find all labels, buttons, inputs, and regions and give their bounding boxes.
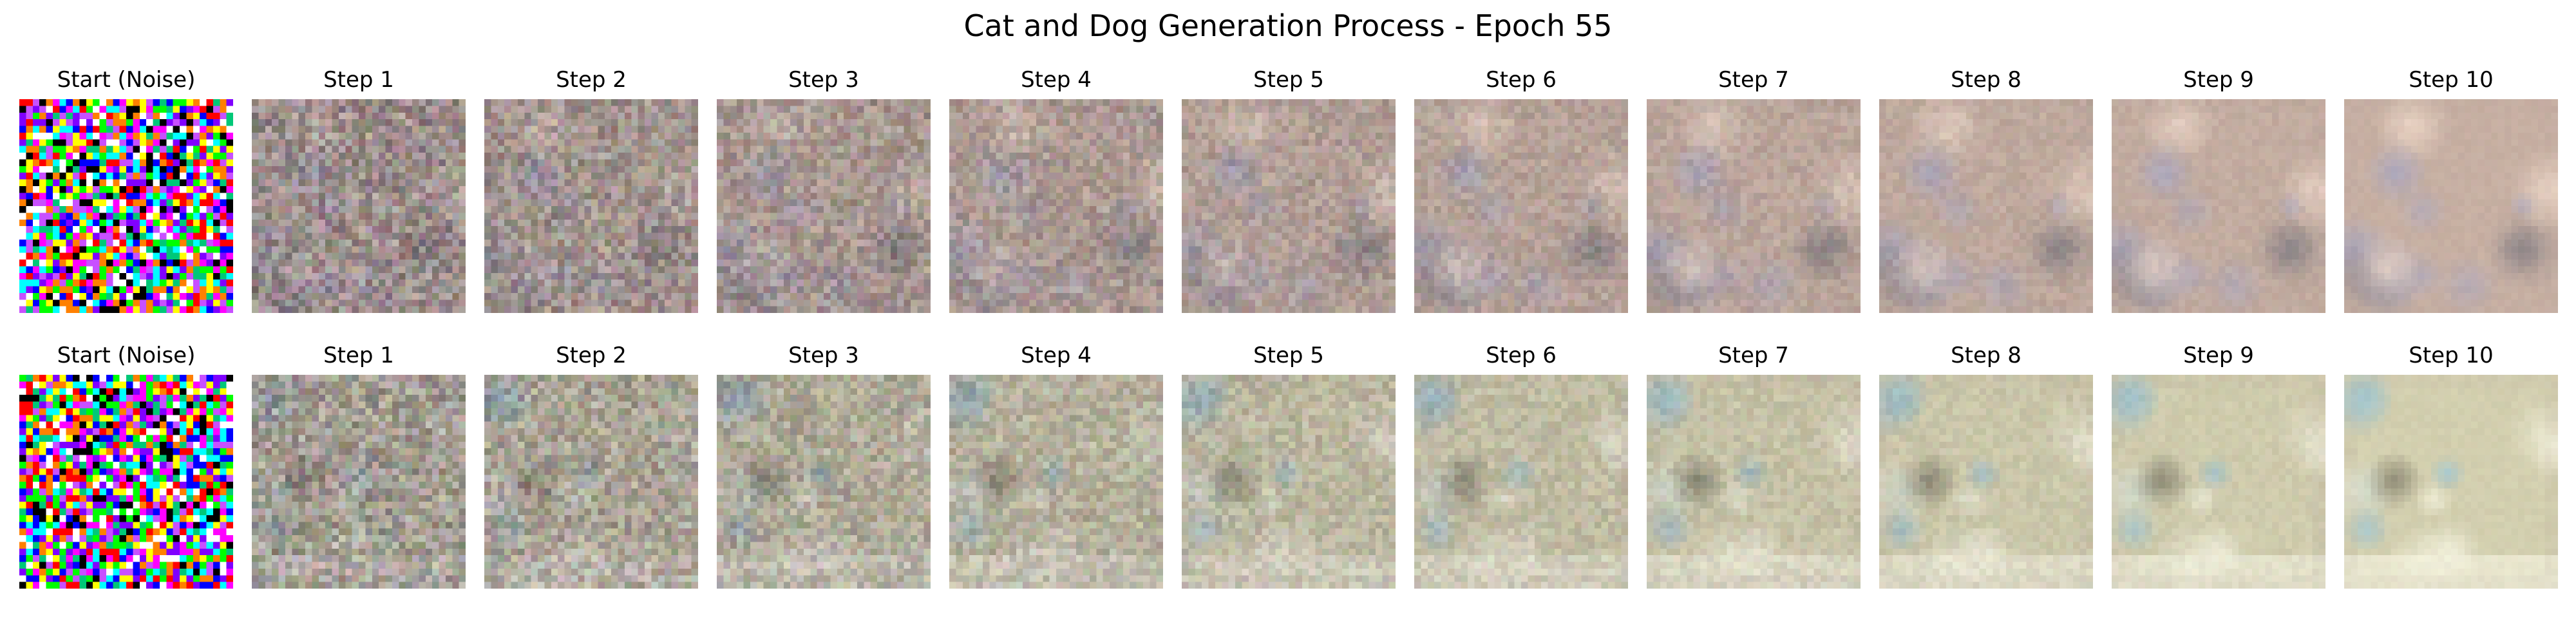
generated-pixels bbox=[252, 99, 466, 313]
generated-pixels bbox=[949, 99, 1163, 313]
noise-image bbox=[19, 99, 233, 313]
generated-pixels bbox=[252, 375, 466, 589]
panel-title: Step 5 bbox=[1169, 64, 1408, 95]
generated-pixels bbox=[1647, 375, 1861, 589]
generated-image bbox=[1879, 375, 2093, 589]
panel-title: Start (Noise) bbox=[6, 64, 246, 95]
panel-title: Step 3 bbox=[704, 64, 943, 95]
panel-title: Step 7 bbox=[1634, 340, 1873, 371]
generated-image bbox=[2112, 99, 2325, 313]
generated-image bbox=[2344, 375, 2558, 589]
generated-pixels bbox=[1879, 99, 2093, 313]
generated-image bbox=[717, 99, 931, 313]
panel-title: Step 5 bbox=[1169, 340, 1408, 371]
generated-image bbox=[252, 99, 466, 313]
generated-pixels bbox=[1182, 375, 1396, 589]
panel-title: Step 2 bbox=[471, 340, 711, 371]
panel-title: Step 7 bbox=[1634, 64, 1873, 95]
generated-pixels bbox=[1414, 99, 1628, 313]
generated-image bbox=[2112, 375, 2325, 589]
generated-image bbox=[1414, 99, 1628, 313]
panel-title: Step 8 bbox=[1866, 340, 2106, 371]
panel-title: Step 8 bbox=[1866, 64, 2106, 95]
generated-image bbox=[949, 99, 1163, 313]
generated-pixels bbox=[1647, 99, 1861, 313]
noise-pixels bbox=[19, 375, 233, 589]
generated-image bbox=[1414, 375, 1628, 589]
panel-title: Step 2 bbox=[471, 64, 711, 95]
generated-pixels bbox=[1414, 375, 1628, 589]
generated-pixels bbox=[2344, 99, 2558, 313]
generated-pixels bbox=[2112, 99, 2325, 313]
generated-image bbox=[717, 375, 931, 589]
figure-title: Cat and Dog Generation Process - Epoch 5… bbox=[0, 6, 2576, 45]
panel-title: Step 10 bbox=[2331, 340, 2571, 371]
panel-title: Step 1 bbox=[239, 64, 478, 95]
generated-pixels bbox=[1182, 99, 1396, 313]
noise-image bbox=[19, 375, 233, 589]
generated-image bbox=[1647, 99, 1861, 313]
panel-title: Step 10 bbox=[2331, 64, 2571, 95]
generated-pixels bbox=[949, 375, 1163, 589]
generated-pixels bbox=[717, 99, 931, 313]
generated-image bbox=[484, 99, 698, 313]
generated-pixels bbox=[484, 375, 698, 589]
panel-title: Step 3 bbox=[704, 340, 943, 371]
generated-pixels bbox=[484, 99, 698, 313]
panel-title: Step 4 bbox=[936, 340, 1176, 371]
panel-title: Step 9 bbox=[2099, 340, 2338, 371]
generated-image bbox=[1879, 99, 2093, 313]
generated-image bbox=[484, 375, 698, 589]
generation-row-2: Start (Noise) Step 1 Step 2 Step 3 Step … bbox=[0, 340, 2576, 611]
generated-image bbox=[2344, 99, 2558, 313]
generated-pixels bbox=[717, 375, 931, 589]
generated-image bbox=[1182, 375, 1396, 589]
noise-pixels bbox=[19, 99, 233, 313]
generated-pixels bbox=[1879, 375, 2093, 589]
generated-image bbox=[949, 375, 1163, 589]
generated-pixels bbox=[2344, 375, 2558, 589]
panel-title: Step 6 bbox=[1401, 64, 1641, 95]
panel-title: Start (Noise) bbox=[6, 340, 246, 371]
panel-title: Step 4 bbox=[936, 64, 1176, 95]
generated-pixels bbox=[2112, 375, 2325, 589]
generation-row-1: Start (Noise) Step 1 Step 2 Step 3 Step … bbox=[0, 64, 2576, 335]
generated-image bbox=[1182, 99, 1396, 313]
panel-title: Step 6 bbox=[1401, 340, 1641, 371]
panel-title: Step 1 bbox=[239, 340, 478, 371]
generated-image bbox=[1647, 375, 1861, 589]
generated-image bbox=[252, 375, 466, 589]
panel-title: Step 9 bbox=[2099, 64, 2338, 95]
